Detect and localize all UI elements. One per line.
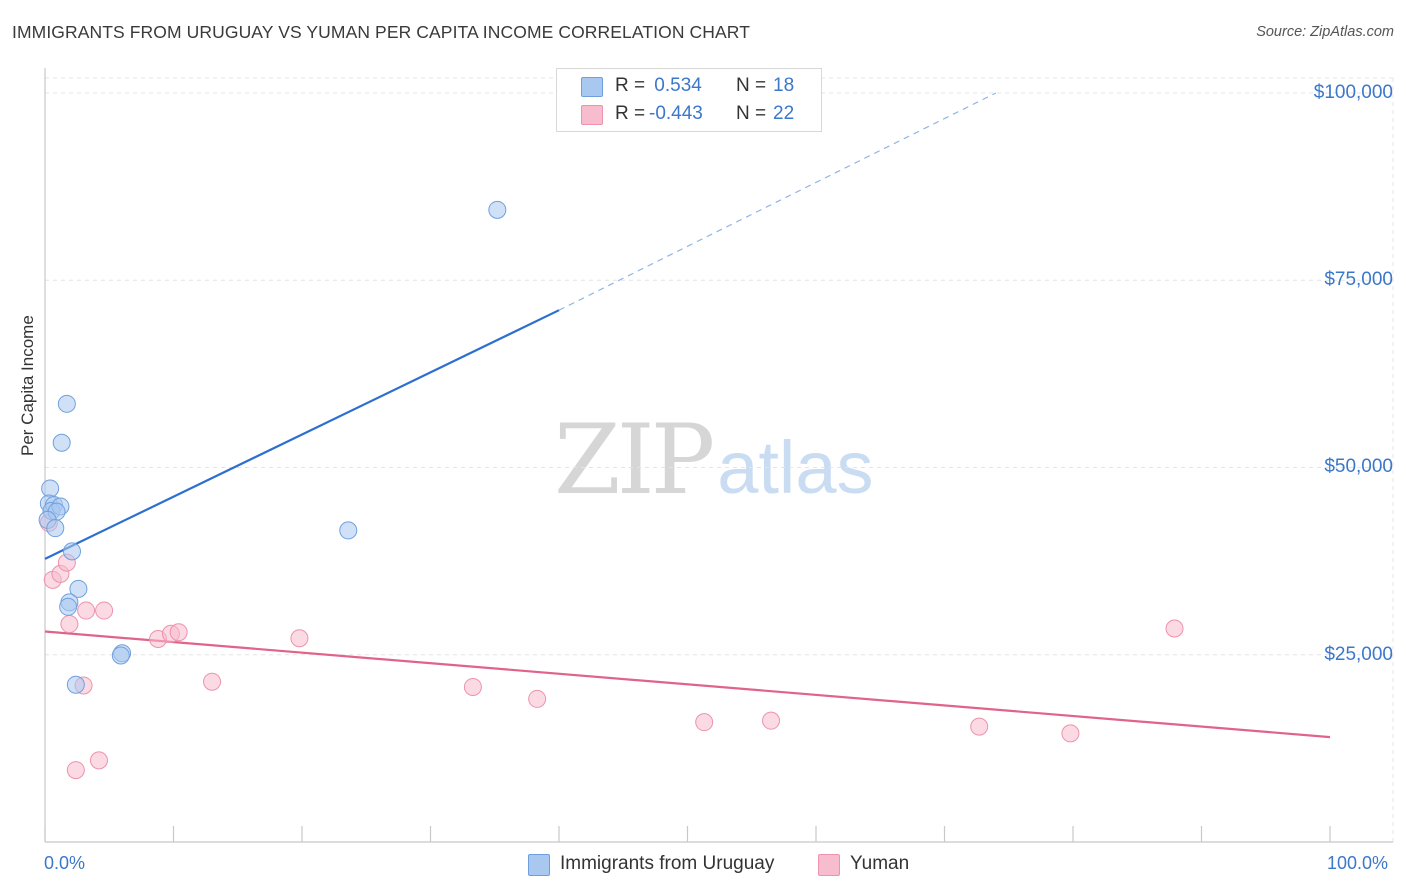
- legend-r-value: 0.534: [649, 75, 702, 96]
- data-point-yuman: [60, 615, 79, 634]
- legend-swatch-blue: [581, 77, 603, 97]
- data-point-yuman: [95, 601, 114, 620]
- trendline-yuman: [44, 630, 1331, 739]
- trendline-uruguay: [44, 309, 560, 560]
- legend-label-yuman: Yuman: [850, 853, 910, 874]
- legend-n-label: N =: [736, 103, 767, 124]
- legend-r-label: R =: [615, 103, 646, 124]
- y-tick-label: $75,000: [1324, 269, 1393, 291]
- data-point-yuman: [66, 761, 85, 780]
- data-point-uruguay: [69, 579, 88, 598]
- legend-n-value: 22: [773, 103, 795, 124]
- data-point-uruguay: [46, 519, 65, 538]
- data-point-uruguay: [66, 675, 85, 694]
- legend-label-uruguay: Immigrants from Uruguay: [560, 853, 775, 874]
- data-point-uruguay: [488, 200, 507, 219]
- data-point-uruguay: [111, 646, 130, 665]
- source-credit: Source: ZipAtlas.com: [1256, 24, 1394, 40]
- correlation-legend: R = 0.534 N = 18 R = -0.443 N = 22: [556, 68, 822, 132]
- data-point-uruguay: [62, 542, 81, 561]
- data-point-yuman: [203, 672, 222, 691]
- legend-swatch-pink: [581, 105, 603, 125]
- legend-n-value: 18: [773, 75, 795, 96]
- data-point-yuman: [169, 623, 188, 642]
- y-tick-label: $50,000: [1324, 456, 1393, 478]
- x-tick-label-min: 0.0%: [44, 853, 86, 873]
- data-point-uruguay: [57, 394, 76, 413]
- data-point-yuman: [77, 601, 96, 620]
- data-point-yuman: [762, 711, 781, 730]
- data-point-yuman: [463, 677, 482, 696]
- data-point-yuman: [695, 713, 714, 732]
- data-point-yuman: [970, 717, 989, 736]
- legend-swatch-blue: [528, 854, 550, 876]
- y-tick-label: $25,000: [1324, 643, 1393, 665]
- data-point-yuman: [89, 751, 108, 770]
- data-point-uruguay: [41, 479, 60, 498]
- data-points: [38, 200, 1184, 780]
- legend-swatch-pink: [818, 854, 840, 876]
- y-tick-label: $100,000: [1313, 81, 1393, 103]
- data-point-yuman: [290, 629, 309, 648]
- data-point-yuman: [528, 689, 547, 708]
- legend-r-value: -0.443: [649, 103, 703, 124]
- data-point-uruguay: [52, 433, 71, 452]
- trendline-uruguay-extension: [558, 92, 997, 311]
- legend-r-label: R =: [615, 75, 646, 96]
- chart-title: IMMIGRANTS FROM URUGUAY VS YUMAN PER CAP…: [12, 22, 750, 42]
- trendlines: [44, 92, 1331, 739]
- x-tick-label-max: 100.0%: [1327, 853, 1389, 873]
- data-point-yuman: [1061, 724, 1080, 743]
- y-axis-label: Per Capita Income: [18, 315, 37, 456]
- legend-n-label: N =: [736, 75, 767, 96]
- watermark-zip: ZIP: [554, 404, 715, 516]
- data-point-yuman: [1165, 619, 1184, 638]
- axes: [44, 68, 1393, 843]
- data-point-uruguay: [339, 521, 358, 540]
- data-point-uruguay: [59, 597, 78, 616]
